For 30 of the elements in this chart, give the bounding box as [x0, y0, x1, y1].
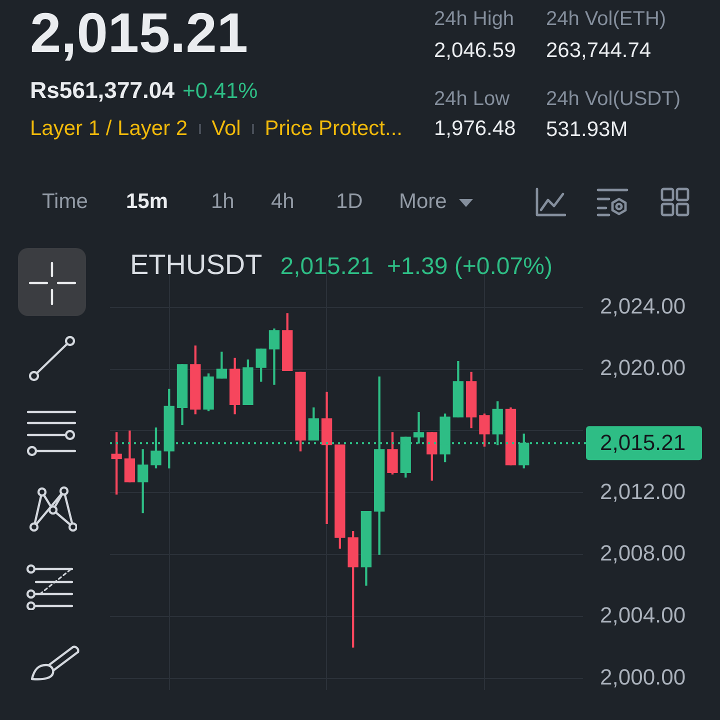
text: Layer 1 / Layer 2 [30, 117, 188, 140]
y-tick-label: 2,008.00 [600, 540, 686, 566]
y-tick-label: 2,012.00 [600, 478, 686, 504]
text: 1,976.48 [434, 117, 516, 140]
text: 4h [271, 190, 294, 214]
text: 1D [336, 190, 363, 214]
text: 2,046.59 [434, 39, 516, 62]
text: 263,744.74 [546, 39, 652, 62]
text: +0.41% [182, 78, 258, 104]
text: 531.93M [546, 118, 628, 142]
text: 15m [126, 190, 168, 214]
text: Time [42, 190, 88, 214]
candlestick [321, 392, 332, 524]
text: 24h Vol(USDT) [546, 88, 680, 110]
text: More [399, 190, 447, 214]
text: 24h Low [434, 88, 510, 110]
text: 1h [211, 190, 234, 214]
text: 2,015.21 [30, 1, 248, 64]
text: Price Protect... [264, 117, 403, 140]
ref-line-label: 2,015.21 [600, 430, 686, 456]
text: Rs561,377.04 [30, 77, 175, 104]
y-tick-label: 2,020.00 [600, 355, 686, 380]
y-tick-label: 2,024.00 [600, 293, 686, 318]
text: 24h High [434, 8, 514, 30]
chart-subtitle: 2,015.21 +1.39 (+0.07%) [280, 252, 552, 280]
y-tick-label: 2,000.00 [600, 664, 686, 690]
text: 24h Vol(ETH) [546, 8, 666, 30]
y-tick-label: 2,004.00 [600, 602, 686, 628]
chart-title: ETHUSDT [130, 248, 262, 280]
text: Vol [212, 117, 241, 140]
